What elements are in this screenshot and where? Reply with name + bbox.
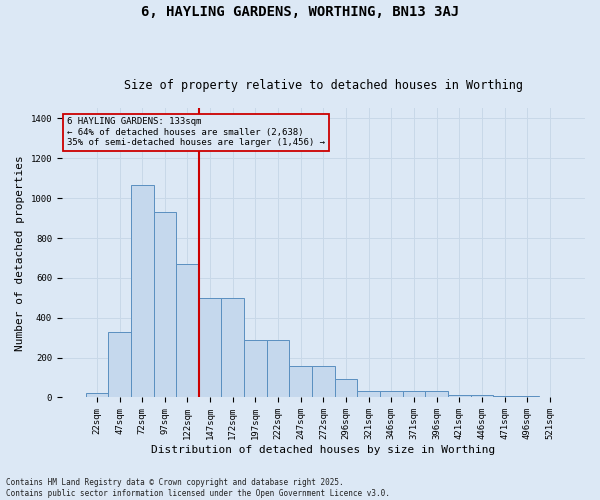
Bar bbox=[176, 264, 199, 398]
Bar bbox=[199, 298, 221, 398]
Bar bbox=[86, 394, 108, 398]
Text: 6 HAYLING GARDENS: 133sqm
← 64% of detached houses are smaller (2,638)
35% of se: 6 HAYLING GARDENS: 133sqm ← 64% of detac… bbox=[67, 117, 325, 147]
Bar bbox=[335, 378, 358, 398]
Bar bbox=[289, 366, 312, 398]
Bar bbox=[221, 298, 244, 398]
Bar bbox=[358, 392, 380, 398]
Bar bbox=[403, 392, 425, 398]
X-axis label: Distribution of detached houses by size in Worthing: Distribution of detached houses by size … bbox=[151, 445, 496, 455]
Bar bbox=[425, 392, 448, 398]
Bar bbox=[244, 340, 267, 398]
Text: Contains HM Land Registry data © Crown copyright and database right 2025.
Contai: Contains HM Land Registry data © Crown c… bbox=[6, 478, 390, 498]
Bar bbox=[516, 396, 539, 398]
Bar bbox=[493, 396, 516, 398]
Bar bbox=[470, 396, 493, 398]
Bar bbox=[131, 185, 154, 398]
Title: Size of property relative to detached houses in Worthing: Size of property relative to detached ho… bbox=[124, 79, 523, 92]
Bar bbox=[380, 392, 403, 398]
Bar bbox=[448, 396, 470, 398]
Bar bbox=[154, 212, 176, 398]
Y-axis label: Number of detached properties: Number of detached properties bbox=[15, 155, 25, 351]
Bar bbox=[312, 366, 335, 398]
Text: 6, HAYLING GARDENS, WORTHING, BN13 3AJ: 6, HAYLING GARDENS, WORTHING, BN13 3AJ bbox=[141, 5, 459, 19]
Bar bbox=[108, 332, 131, 398]
Bar bbox=[267, 340, 289, 398]
